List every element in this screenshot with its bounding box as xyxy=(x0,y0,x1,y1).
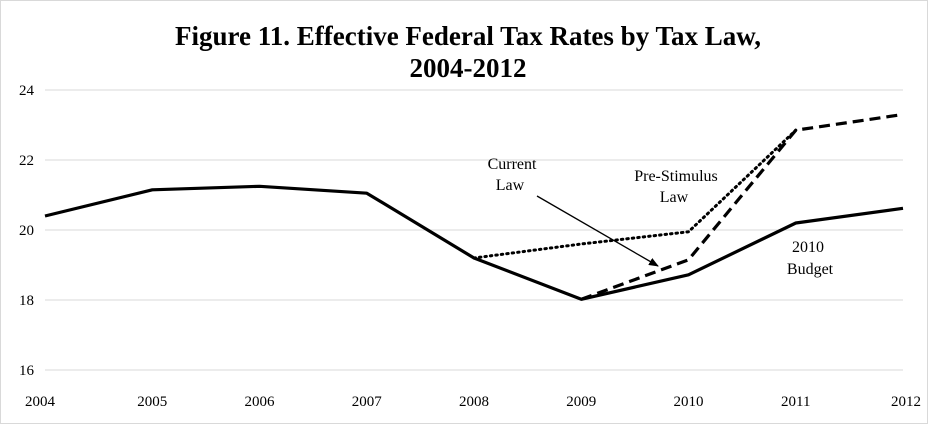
x-tick-label: 2009 xyxy=(566,394,596,410)
y-tick-label: 20 xyxy=(19,223,34,239)
x-axis-ticks: 2004 2005 2006 2007 2008 2009 2010 2011 2012 xyxy=(25,394,921,410)
x-tick-label: 2007 xyxy=(352,394,383,410)
y-tick-label: 24 xyxy=(19,83,35,99)
x-tick-label: 2005 xyxy=(137,394,167,410)
chart-title-line1: Figure 11. Effective Federal Tax Rates b… xyxy=(175,21,761,51)
y-tick-label: 18 xyxy=(19,293,34,309)
x-tick-label: 2011 xyxy=(781,394,810,410)
y-tick-label: 16 xyxy=(19,363,35,379)
x-tick-label: 2008 xyxy=(459,394,489,410)
x-tick-label: 2006 xyxy=(245,394,276,410)
gridlines xyxy=(45,89,903,371)
series-line-current-law xyxy=(580,112,904,301)
series-line-2010-budget xyxy=(44,184,904,301)
y-tick-label: 22 xyxy=(19,153,34,169)
x-tick-label: 2004 xyxy=(25,394,56,410)
current-law-label-line1: Current xyxy=(488,156,537,173)
series-line-pre-stimulus-law xyxy=(472,128,798,260)
x-tick-label: 2010 xyxy=(674,394,704,410)
chart-title-line2: 2004-2012 xyxy=(410,53,527,83)
current-law-arrow xyxy=(536,195,659,267)
current-law-label-line2: Law xyxy=(496,177,525,194)
pre-stimulus-label-line2: Law xyxy=(660,189,689,206)
budget-label-line1: 2010 xyxy=(792,239,824,256)
x-tick-label: 2012 xyxy=(891,394,921,410)
pre-stimulus-label-line1: Pre-Stimulus xyxy=(634,168,718,185)
y-axis-ticks: 16 18 20 22 24 xyxy=(19,83,35,379)
budget-label-line2: Budget xyxy=(787,261,834,278)
series-lines xyxy=(44,112,904,301)
